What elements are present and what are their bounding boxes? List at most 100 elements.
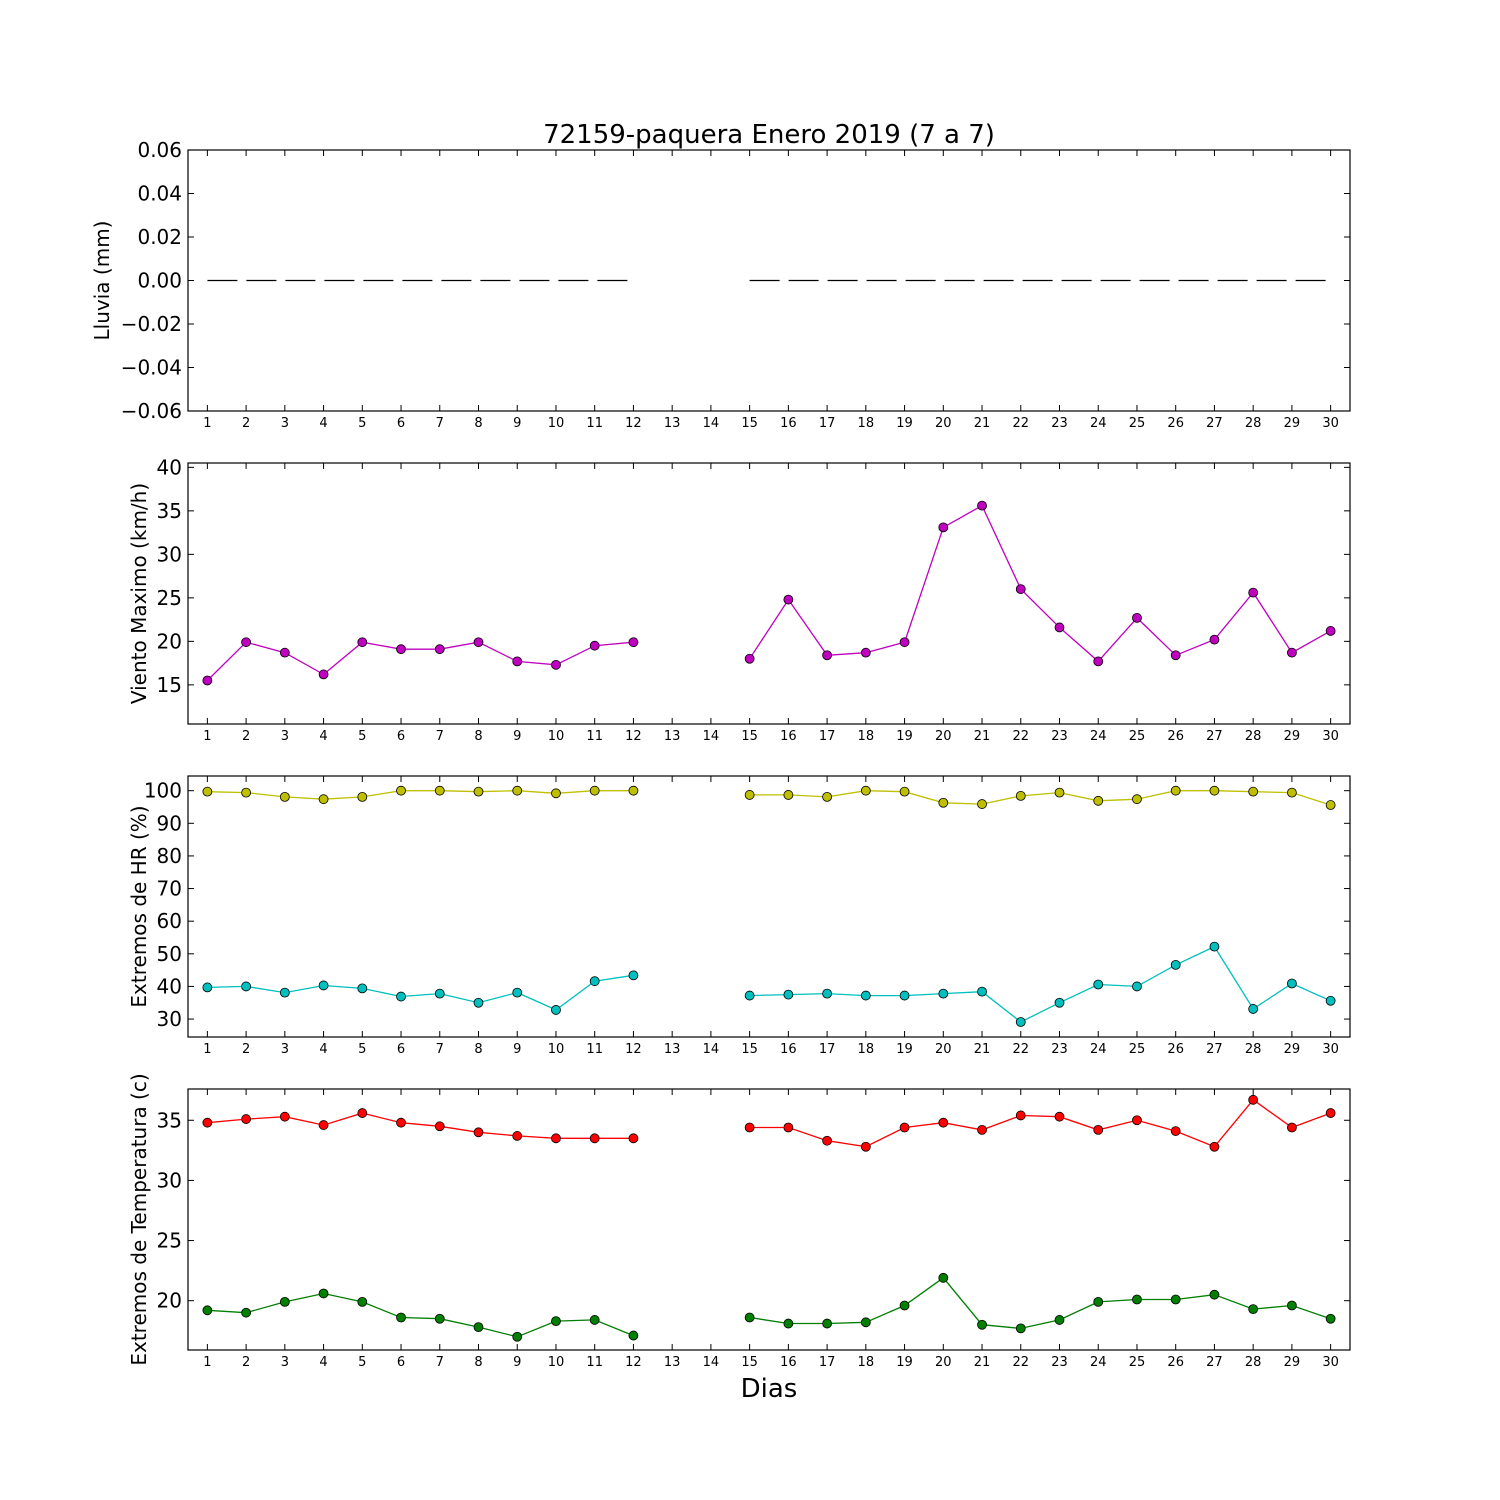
x-tick-label: 20 [935, 1042, 952, 1057]
x-tick-label: 23 [1051, 416, 1068, 431]
data-point [1325, 1313, 1336, 1324]
y-tick-label: −0.04 [121, 356, 182, 380]
data-point [279, 647, 290, 658]
x-tick-label: 10 [548, 729, 565, 744]
x-tick-label: 2 [242, 729, 250, 744]
y-tick-label: 35 [157, 499, 182, 523]
data-point [589, 785, 600, 796]
plot-frame [187, 775, 1351, 1038]
x-tick-label: 12 [625, 1042, 642, 1057]
x-tick-label: 5 [358, 1355, 366, 1370]
x-tick-label: 13 [664, 416, 681, 431]
x-tick-label: 6 [397, 1042, 405, 1057]
x-tick-label: 18 [858, 1355, 875, 1370]
data-point [241, 637, 252, 648]
y-tick-label: 90 [157, 811, 182, 835]
data-point [1132, 794, 1142, 805]
x-tick-label: 24 [1090, 729, 1107, 744]
data-point [279, 791, 290, 802]
x-tick-label: 18 [858, 729, 875, 744]
data-point [977, 986, 987, 997]
data-point [628, 785, 639, 796]
x-tick-label: 2 [242, 416, 250, 431]
data-point [1132, 1294, 1142, 1305]
y-tick-label: −0.02 [121, 312, 182, 336]
data-point [1132, 1115, 1142, 1126]
data-point [1054, 997, 1065, 1008]
x-tick-label: 1 [203, 1042, 211, 1057]
x-tick-label: 7 [436, 1042, 444, 1057]
data-point [202, 982, 213, 993]
x-tick-label: 5 [358, 729, 366, 744]
data-point [202, 786, 213, 797]
data-point [1248, 587, 1259, 598]
x-tick-label: 13 [664, 1355, 681, 1370]
y-tick-label: 35 [157, 1108, 182, 1132]
x-tick-label: 6 [397, 416, 405, 431]
y-tick-label: 50 [157, 942, 182, 966]
data-point [551, 1005, 561, 1015]
data-point [744, 653, 755, 664]
plot-frame [187, 1088, 1351, 1351]
x-tick-label: 24 [1090, 416, 1107, 431]
x-tick-label: 4 [319, 1042, 327, 1057]
data-point [434, 785, 445, 796]
data-point [744, 790, 755, 800]
data-point [241, 1114, 252, 1124]
data-point [860, 990, 871, 1001]
x-tick-label: 22 [1012, 416, 1029, 431]
x-tick-label: 29 [1284, 729, 1301, 744]
x-tick-label: 29 [1284, 1042, 1301, 1057]
data-point [899, 637, 910, 648]
data-point [1325, 800, 1336, 810]
data-point [1170, 785, 1181, 796]
data-point [512, 785, 523, 796]
x-tick-label: 14 [703, 729, 720, 744]
data-point [318, 1120, 329, 1130]
y-tick-label: 30 [157, 1007, 182, 1031]
x-tick-label: 24 [1090, 1042, 1107, 1057]
data-point [434, 1313, 445, 1324]
data-point [938, 1117, 949, 1128]
x-tick-label: 17 [819, 1042, 836, 1057]
data-point [1093, 1296, 1104, 1307]
x-tick-label: 8 [474, 729, 482, 744]
x-tick-label: 30 [1322, 729, 1339, 744]
y-tick-label: 25 [157, 1229, 182, 1253]
y-tick-label: 30 [157, 1168, 182, 1192]
x-tick-label: 18 [858, 416, 875, 431]
x-tick-label: 30 [1322, 1355, 1339, 1370]
data-point [551, 1316, 561, 1327]
x-tick-label: 5 [358, 1042, 366, 1057]
series-line [749, 504, 1331, 663]
data-point [1248, 1304, 1259, 1315]
data-point [1093, 1124, 1104, 1135]
x-tick-label: 4 [319, 729, 327, 744]
data-point [1248, 786, 1259, 797]
x-tick-label: 2 [242, 1355, 250, 1370]
data-point [551, 659, 561, 670]
data-point [822, 650, 832, 661]
x-tick-label: 7 [436, 1355, 444, 1370]
data-point [1170, 1126, 1181, 1136]
data-point [628, 637, 639, 648]
x-tick-label: 24 [1090, 1355, 1107, 1370]
data-point [628, 1133, 639, 1144]
data-point [1325, 1108, 1336, 1118]
y-tick-label: 15 [157, 673, 182, 697]
data-point [899, 1300, 910, 1311]
x-tick-label: 6 [397, 729, 405, 744]
series-1 [202, 1094, 1336, 1152]
data-point [1209, 785, 1220, 796]
y-axis-label: Viento Maximo (km/h) [127, 483, 151, 704]
x-tick-label: 11 [586, 1042, 603, 1057]
data-point [938, 797, 949, 808]
x-tick-label: 19 [896, 1355, 913, 1370]
data-point [1015, 1017, 1026, 1027]
x-tick-label: 15 [741, 729, 758, 744]
data-point [1209, 1141, 1220, 1152]
x-tick-label: 26 [1167, 729, 1184, 744]
